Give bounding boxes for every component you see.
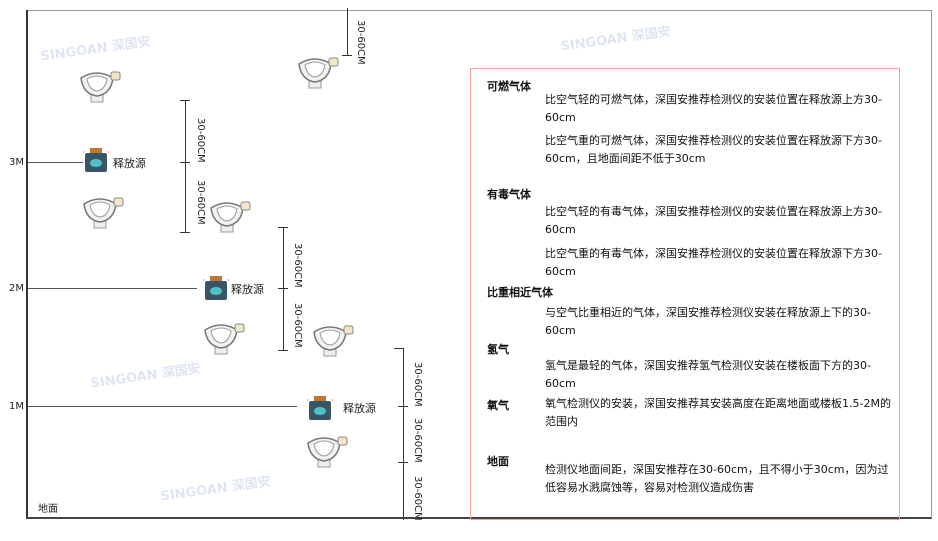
section-title: 有毒气体 xyxy=(487,188,531,201)
dimension-tick xyxy=(180,162,190,163)
detector-icon xyxy=(80,71,121,103)
dimension-line xyxy=(185,100,186,233)
ceiling-line xyxy=(26,10,932,11)
dimension-tick xyxy=(398,406,408,407)
dimension-tick xyxy=(398,462,408,463)
watermark: SINGOAN 深国安 xyxy=(159,474,272,505)
detector-icon xyxy=(210,201,251,233)
level-2m: 2M xyxy=(9,283,24,294)
dimension-label: 30-60CM xyxy=(292,243,303,288)
section-text: 比空气重的有毒气体，深国安推荐检测仪的安装位置在释放源下方30-60cm xyxy=(545,247,882,278)
section-title: 氧气 xyxy=(487,399,509,412)
dimension-label: 30-60CM xyxy=(355,20,366,65)
dimension-line xyxy=(403,348,404,520)
section-title: 氢气 xyxy=(487,343,509,356)
gas-source-icon xyxy=(83,148,109,172)
section-text: 检测仪地面间距，深国安推荐在30-60cm，且不得小于30cm，因为过低容易水溅… xyxy=(545,463,889,494)
dimension-line xyxy=(283,227,284,351)
frame-right xyxy=(931,10,932,518)
wall-line xyxy=(26,10,28,518)
source-label: 释放源 xyxy=(113,157,146,170)
detector-icon xyxy=(298,57,339,89)
section-text: 比空气轻的有毒气体，深国安推荐检测仪的安装位置在释放源上方30-60cm xyxy=(545,205,882,236)
ground-line xyxy=(26,517,932,519)
detector-icon xyxy=(313,325,354,357)
dimension-label: 30-60CM xyxy=(412,476,423,521)
detector-icon xyxy=(83,197,124,229)
level-3m: 3M xyxy=(9,157,24,168)
source-label: 释放源 xyxy=(343,402,376,415)
section-text: 氢气是最轻的气体，深国安推荐氢气检测仪安装在楼板面下方的30-60cm xyxy=(545,359,871,390)
watermark: SINGOAN 深国安 xyxy=(559,24,672,55)
level-line-3m xyxy=(27,162,83,163)
detector-icon xyxy=(307,436,348,468)
ground-label: 地面 xyxy=(38,504,58,515)
dimension-label: 30-60CM xyxy=(292,303,303,348)
dimension-label: 30-60CM xyxy=(195,180,206,225)
dimension-label: 30-60CM xyxy=(412,362,423,407)
gas-source-icon xyxy=(203,276,229,300)
dimension-tick xyxy=(394,348,404,349)
section-text: 比空气重的可燃气体，深国安推荐检测仪的安装位置在释放源下方30-60cm，且地面… xyxy=(545,134,882,165)
guidelines-panel: 可燃气体 比空气轻的可燃气体，深国安推荐检测仪的安装位置在释放源上方30-60c… xyxy=(470,68,900,520)
section-text: 比空气轻的可燃气体，深国安推荐检测仪的安装位置在释放源上方30-60cm xyxy=(545,93,882,124)
dimension-tick xyxy=(278,350,288,351)
gas-source-icon xyxy=(307,396,333,420)
level-1m: 1M xyxy=(9,401,24,412)
section-text: 氧气检测仪的安装，深国安推荐其安装高度在距离地面或楼板1.5-2M的范围内 xyxy=(545,397,891,428)
source-label: 释放源 xyxy=(231,283,264,296)
dimension-tick xyxy=(342,55,352,56)
dimension-tick xyxy=(278,227,288,228)
dimension-tick xyxy=(278,288,288,289)
section-text: 与空气比重相近的气体，深国安推荐检测仪安装在释放源上下的30-60cm xyxy=(545,306,871,337)
detector-icon xyxy=(204,323,245,355)
level-line-1m xyxy=(27,406,297,407)
watermark: SINGOAN 深国安 xyxy=(39,34,152,65)
section-title: 地面 xyxy=(487,455,509,468)
dimension-tick xyxy=(180,232,190,233)
level-line-2m xyxy=(27,288,197,289)
dimension-label: 30-60CM xyxy=(195,118,206,163)
section-title: 可燃气体 xyxy=(487,80,531,93)
watermark: SINGOAN 深国安 xyxy=(89,361,202,392)
dimension-line xyxy=(347,8,348,56)
dimension-tick xyxy=(180,100,190,101)
section-title: 比重相近气体 xyxy=(487,286,553,299)
dimension-label: 30-60CM xyxy=(412,418,423,463)
